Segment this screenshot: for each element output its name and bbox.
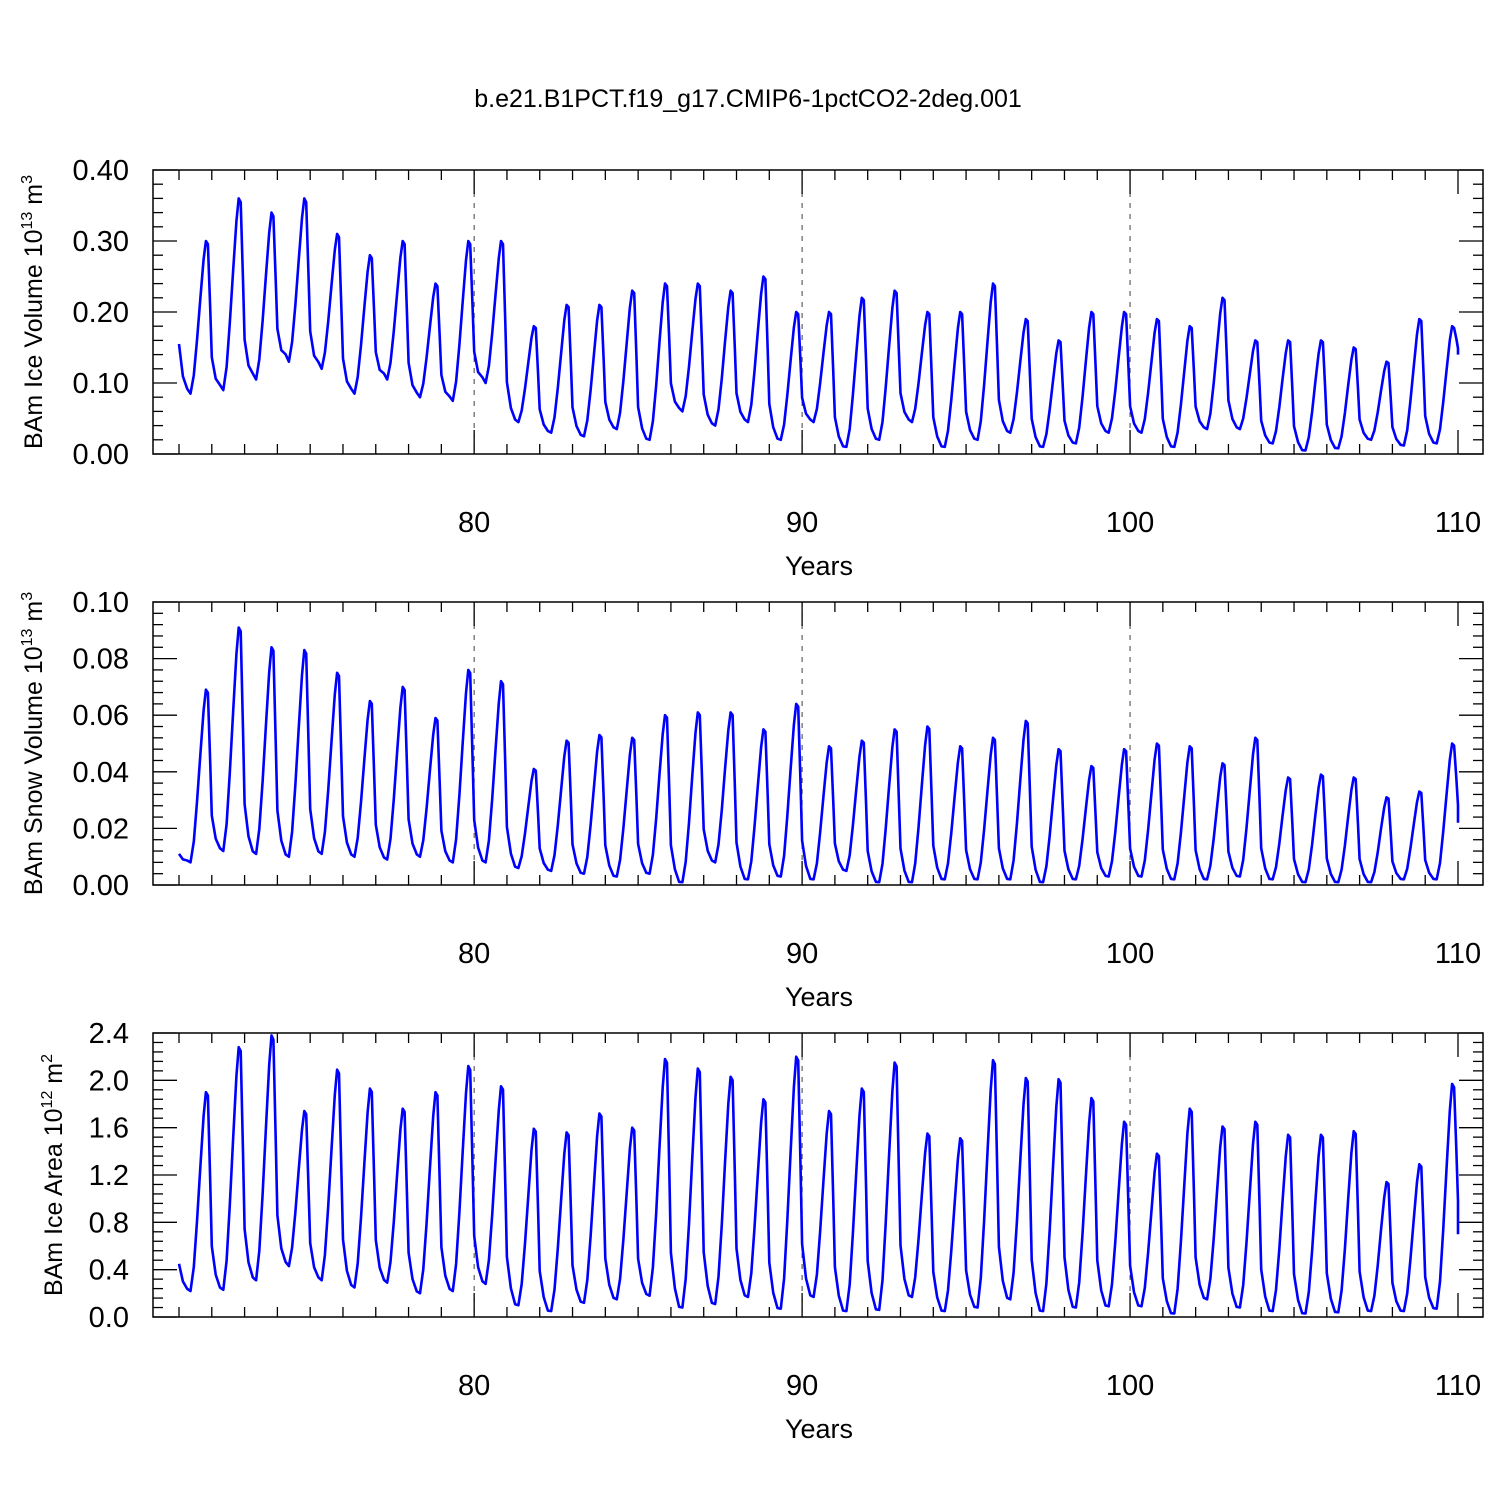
y-tick-label: 0.10 <box>73 368 129 400</box>
y-tick-label: 0.40 <box>73 155 129 187</box>
y-axis-title: BAm Snow Volume 1013 m3 <box>19 592 48 895</box>
chart-title: b.e21.B1PCT.f19_g17.CMIP6-1pctCO2-2deg.0… <box>474 85 1022 113</box>
y-tick-label: 0.00 <box>73 439 129 471</box>
y-tick-label: 1.2 <box>89 1160 129 1192</box>
y-tick-label: 2.0 <box>89 1065 129 1097</box>
plot-frame <box>152 601 1484 886</box>
x-tick-label: 110 <box>1435 1370 1481 1402</box>
series-line <box>177 1034 1460 1315</box>
x-tick-label: 80 <box>458 938 490 970</box>
y-tick-label: 0.04 <box>73 757 129 789</box>
y-tick-label: 0.02 <box>73 813 129 845</box>
y-tick-label: 0.20 <box>73 297 129 329</box>
x-axis-title: Years <box>785 1414 853 1444</box>
y-tick-label: 0.00 <box>73 870 129 902</box>
y-tick-label: 0.30 <box>73 226 129 258</box>
x-tick-label: 100 <box>1106 938 1154 970</box>
x-tick-label: 80 <box>458 507 490 539</box>
x-tick-label: 110 <box>1435 938 1481 970</box>
plot-frame <box>152 169 1484 455</box>
y-axis-title: BAm Ice Area 1012 m2 <box>39 1054 68 1296</box>
panel-ice-area: 80 90 100 110 Years 0.0 0.4 0.8 1.2 1.6 2.0 2.4 BAm … <box>39 1018 1484 1444</box>
series-line <box>177 197 1460 452</box>
series-line <box>177 626 1460 884</box>
y-tick-label: 0.8 <box>89 1207 129 1239</box>
x-tick-label: 80 <box>458 1370 490 1402</box>
panel-snow-volume: 80 90 100 110 Years 0.00 0.02 0.04 0.06 0.08 0.10 B… <box>19 587 1484 1012</box>
x-tick-label: 90 <box>786 507 818 539</box>
y-tick-label: 0.08 <box>73 644 129 676</box>
panel-ice-volume: 80 90 100 110 Years 0.00 0.10 0.20 0.30 0.40 BAm I… <box>19 155 1484 581</box>
y-tick-label: 1.6 <box>89 1113 129 1145</box>
x-axis-title: Years <box>785 982 853 1012</box>
x-tick-label: 90 <box>786 1370 818 1402</box>
x-tick-label: 90 <box>786 938 818 970</box>
x-axis-title: Years <box>785 551 853 581</box>
x-tick-label: 100 <box>1106 1370 1154 1402</box>
x-tick-label: 100 <box>1106 507 1154 539</box>
y-tick-label: 0.10 <box>73 587 129 619</box>
y-tick-label: 2.4 <box>89 1018 129 1050</box>
x-tick-label: 110 <box>1435 507 1481 539</box>
y-tick-label: 0.06 <box>73 700 129 732</box>
y-tick-label: 0.4 <box>89 1255 129 1287</box>
y-tick-label: 0.0 <box>89 1302 129 1334</box>
y-axis-title: BAm Ice Volume 1013 m3 <box>19 175 48 449</box>
